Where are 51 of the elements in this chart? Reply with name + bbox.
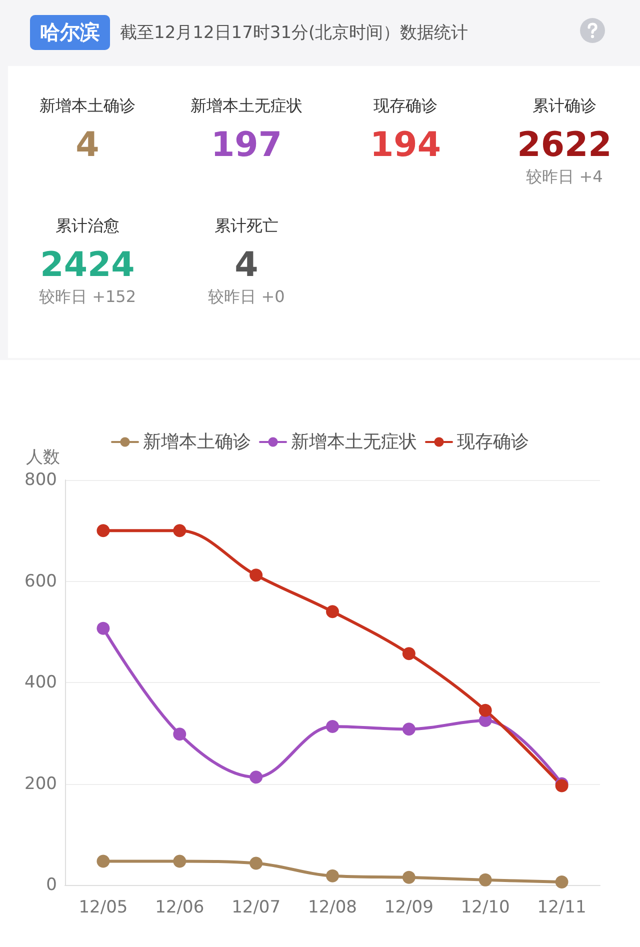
point — [402, 647, 416, 660]
x-tick-label: 12/06 — [155, 898, 204, 918]
x-tick-label: 12/08 — [308, 898, 357, 918]
point — [96, 524, 110, 538]
y-tick-label: 0 — [46, 875, 57, 895]
point — [250, 568, 263, 582]
category-label: 现存确诊 — [372, 96, 438, 117]
x-tick-label: 12/05 — [78, 898, 128, 918]
text: 哈尔滨 — [30, 14, 110, 50]
data-label: 2424 — [39, 245, 136, 285]
legend-label: 新增本土无症状 — [291, 432, 417, 452]
point — [250, 856, 263, 870]
category-label: 新增本土无症状 — [190, 96, 304, 117]
category-label: 累计治愈 — [54, 216, 120, 237]
point — [478, 873, 492, 886]
data-label: 4 — [74, 125, 100, 165]
point — [326, 720, 339, 734]
x-tick-label: 12/10 — [460, 898, 510, 918]
category-label: 新增本土确诊 — [38, 96, 136, 117]
data-label: 4 — [234, 245, 260, 285]
point — [402, 870, 416, 884]
point — [555, 875, 568, 888]
point — [96, 854, 110, 868]
y-tick-label: 800 — [24, 470, 57, 490]
data-label: 2622 — [516, 125, 613, 165]
text: 较昨日 +0 — [208, 287, 285, 306]
point — [250, 770, 263, 784]
text: 较昨日 +152 — [38, 287, 136, 306]
point — [326, 605, 339, 618]
point — [173, 524, 186, 538]
legend-label: 现存确诊 — [457, 432, 529, 452]
category-label: 累计确诊 — [532, 96, 598, 117]
text: 较昨日 +4 — [526, 167, 603, 186]
point — [326, 869, 339, 882]
x-tick-label: 12/07 — [232, 898, 281, 918]
y-tick-label: 200 — [24, 774, 57, 794]
x-tick-label: 12/09 — [384, 898, 434, 918]
y-tick-label: 400 — [24, 672, 57, 692]
data-label: 197 — [210, 125, 283, 165]
point — [402, 722, 416, 736]
point — [478, 704, 492, 717]
text: 截至12月12日17时31分(北京时间）数据统计 — [120, 22, 468, 44]
data-label: 194 — [369, 125, 442, 165]
category-label: 累计死亡 — [214, 216, 280, 237]
legend-label: 新增本土确诊 — [143, 432, 251, 452]
point — [173, 854, 186, 868]
x-tick-label: 12/11 — [537, 898, 586, 918]
point — [173, 728, 186, 741]
y-tick-label: 600 — [24, 571, 57, 592]
y-axis-title: 人数 — [26, 448, 60, 468]
point — [96, 622, 110, 635]
